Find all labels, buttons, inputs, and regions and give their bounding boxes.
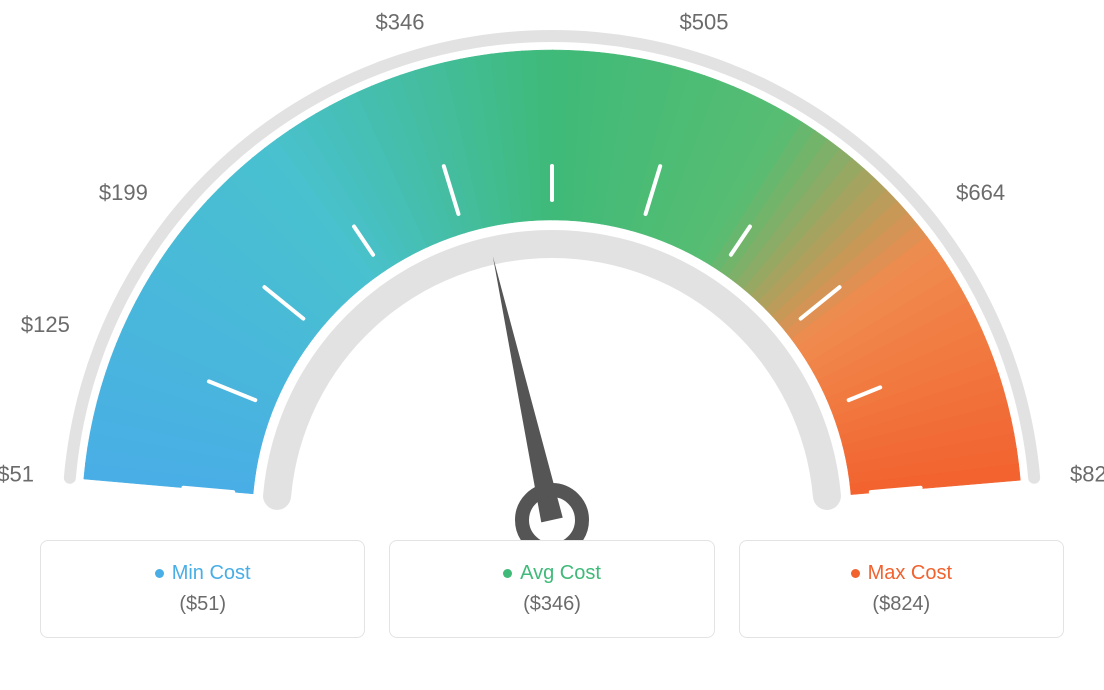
legend-title-max: Max Cost: [851, 562, 952, 585]
gauge-tick-label: $664: [956, 180, 1005, 205]
legend-dot-avg: [503, 569, 512, 578]
legend-dot-min: [155, 569, 164, 578]
gauge-tick-label: $346: [375, 10, 424, 35]
legend-value-avg: ($346): [523, 593, 581, 616]
legend-label-min: Min Cost: [172, 562, 251, 585]
legend-row: Min Cost ($51) Avg Cost ($346) Max Cost …: [0, 540, 1104, 638]
gauge-tick-label: $125: [21, 312, 70, 337]
legend-card-avg: Avg Cost ($346): [389, 540, 714, 638]
legend-value-min: ($51): [179, 593, 226, 616]
gauge-needle: [493, 257, 563, 523]
legend-label-avg: Avg Cost: [520, 562, 601, 585]
gauge-tick-label: $505: [680, 10, 729, 35]
legend-label-max: Max Cost: [868, 562, 952, 585]
legend-value-max: ($824): [872, 593, 930, 616]
legend-card-min: Min Cost ($51): [40, 540, 365, 638]
gauge-color-band: [84, 50, 1021, 495]
legend-title-min: Min Cost: [155, 562, 251, 585]
gauge-tick-label: $199: [99, 180, 148, 205]
legend-dot-max: [851, 569, 860, 578]
legend-title-avg: Avg Cost: [503, 562, 601, 585]
legend-card-max: Max Cost ($824): [739, 540, 1064, 638]
gauge-tick-label: $824: [1070, 462, 1104, 487]
gauge-svg: $51 $125 $199 $346 $505 $664 $824: [0, 0, 1104, 540]
gauge-chart: $51 $125 $199 $346 $505 $664 $824: [0, 0, 1104, 540]
gauge-tick-label: $51: [0, 462, 34, 487]
